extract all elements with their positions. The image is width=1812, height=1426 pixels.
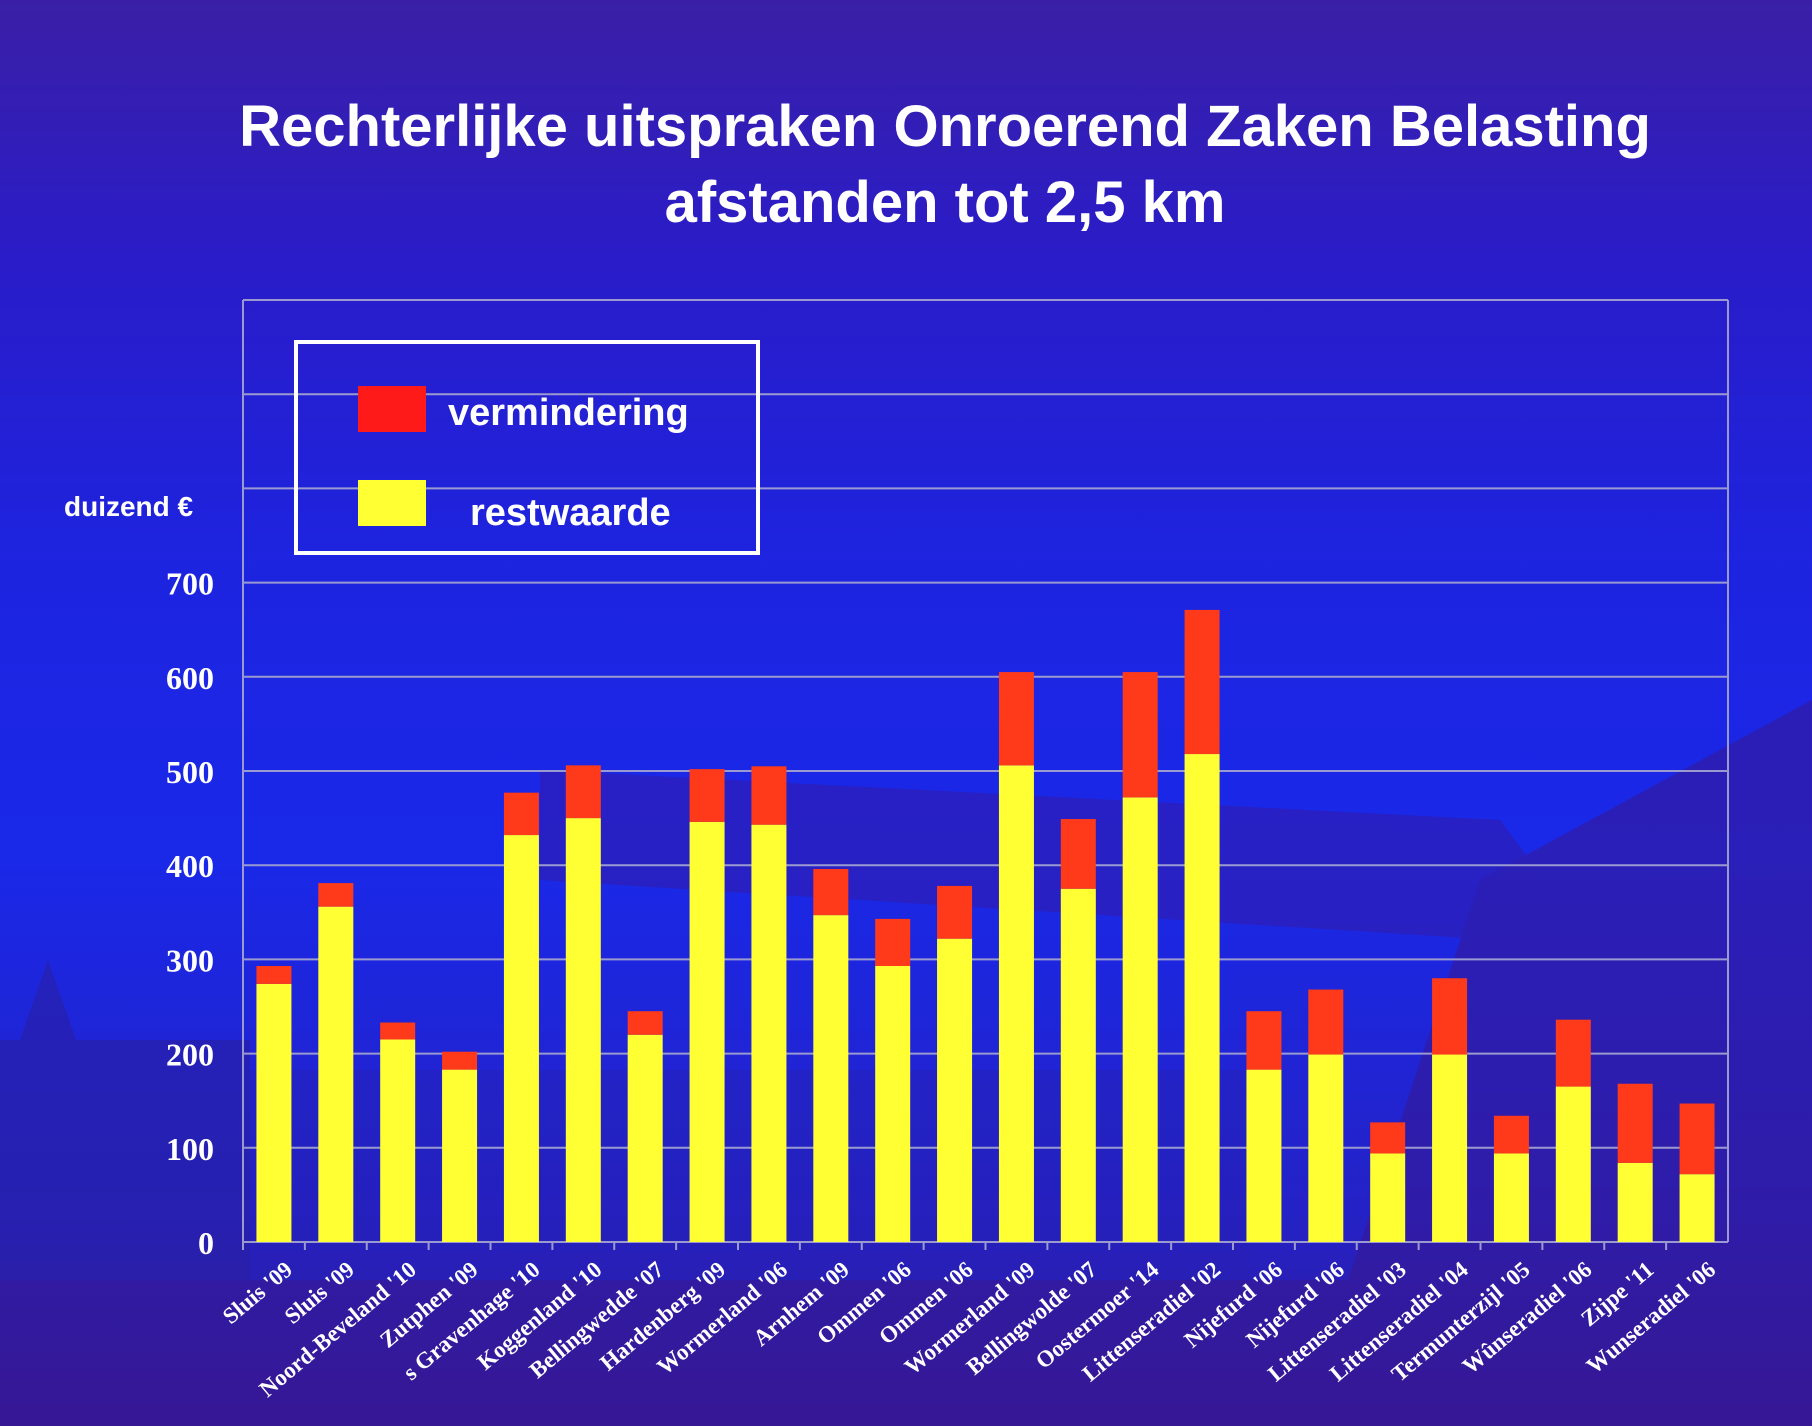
bar-restwaarde [1060, 888, 1096, 1242]
y-tick-label: 300 [166, 942, 214, 978]
bar-vermindering [1246, 1011, 1282, 1070]
bar-restwaarde [503, 835, 539, 1242]
bar-restwaarde [751, 824, 787, 1242]
chart-title-line-1: Rechterlijke uitspraken Onroerend Zaken … [239, 94, 1651, 159]
bar-vermindering [1184, 609, 1220, 755]
bar-vermindering [627, 1011, 663, 1035]
bar-restwaarde [627, 1034, 663, 1242]
bar-restwaarde [256, 983, 292, 1242]
y-tick-label: 700 [166, 566, 214, 602]
legend: vermindering restwaarde [294, 340, 760, 555]
gable-silhouette [20, 960, 76, 1040]
bar-vermindering [689, 769, 725, 822]
bar-vermindering [875, 918, 911, 966]
y-tick-label: 0 [198, 1225, 214, 1261]
y-tick-label: 100 [166, 1131, 214, 1167]
bar-vermindering [1308, 989, 1344, 1055]
bar-restwaarde [565, 818, 601, 1242]
bar-vermindering [256, 965, 292, 984]
bar-vermindering [565, 765, 601, 819]
bar-restwaarde [689, 821, 725, 1242]
bar-vermindering [751, 766, 787, 825]
windmill-cap-silhouette [540, 770, 1560, 940]
y-tick-label: 400 [166, 848, 214, 884]
bar-vermindering [1617, 1083, 1653, 1163]
ground-silhouette [0, 1280, 1812, 1426]
bar-restwaarde [380, 1039, 416, 1242]
legend-swatch-vermindering [358, 386, 426, 432]
bar-vermindering [1555, 1019, 1591, 1087]
bar-restwaarde [1617, 1162, 1653, 1242]
bar-restwaarde [1493, 1153, 1529, 1242]
y-tick-label: 200 [166, 1037, 214, 1073]
bar-vermindering [442, 1051, 478, 1070]
bar-restwaarde [1308, 1054, 1344, 1242]
y-axis: 0 100 200 300 400 500 600 700 [166, 566, 214, 1261]
bar-restwaarde [1370, 1153, 1406, 1242]
bar-restwaarde [1679, 1174, 1715, 1242]
bar-vermindering [1122, 672, 1158, 798]
bar-restwaarde [1122, 797, 1158, 1242]
bar-vermindering [380, 1022, 416, 1040]
bar-restwaarde [1184, 754, 1220, 1242]
legend-swatch-restwaarde [358, 480, 426, 526]
bar-restwaarde [442, 1069, 478, 1242]
bar-vermindering [1060, 819, 1096, 889]
bar-vermindering [318, 883, 354, 907]
bar-restwaarde [1246, 1069, 1282, 1242]
bar-restwaarde [998, 765, 1034, 1242]
y-tick-label: 500 [166, 754, 214, 790]
bars [256, 609, 1715, 1242]
bar-vermindering [1432, 978, 1468, 1055]
legend-label-vermindering: vermindering [448, 392, 689, 434]
y-tick-label: 600 [166, 660, 214, 696]
bar-restwaarde [318, 906, 354, 1242]
bar-restwaarde [813, 915, 849, 1242]
bar-vermindering [813, 868, 849, 916]
chart-title-line-2: afstanden tot 2,5 km [664, 170, 1226, 235]
bar-vermindering [1679, 1103, 1715, 1175]
bar-vermindering [1370, 1122, 1406, 1154]
bar-restwaarde [1555, 1086, 1591, 1242]
bar-vermindering [503, 792, 539, 836]
bar-restwaarde [1432, 1054, 1468, 1242]
bar-vermindering [1493, 1115, 1529, 1154]
bar-restwaarde [875, 965, 911, 1242]
legend-label-restwaarde: restwaarde [470, 492, 671, 534]
bar-vermindering [937, 885, 973, 939]
bar-restwaarde [937, 938, 973, 1242]
bar-vermindering [998, 672, 1034, 766]
y-axis-unit-label: duizend € [64, 491, 194, 522]
